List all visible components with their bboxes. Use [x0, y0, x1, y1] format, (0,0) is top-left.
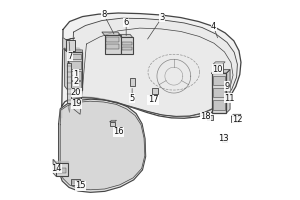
- Bar: [152, 88, 158, 94]
- Text: 2: 2: [74, 77, 79, 86]
- Text: 14: 14: [51, 164, 62, 173]
- Bar: [213, 100, 226, 110]
- Text: 18: 18: [200, 112, 211, 121]
- Text: 13: 13: [218, 134, 228, 143]
- Polygon shape: [53, 159, 56, 176]
- Text: 20: 20: [71, 88, 81, 97]
- Text: 10: 10: [212, 65, 223, 74]
- Bar: [68, 52, 83, 90]
- Polygon shape: [60, 101, 145, 190]
- Polygon shape: [63, 37, 66, 51]
- Text: 7: 7: [68, 52, 73, 61]
- Text: 3: 3: [159, 13, 165, 22]
- Text: 12: 12: [232, 115, 243, 124]
- Text: 1: 1: [74, 70, 79, 79]
- Bar: [213, 76, 226, 85]
- Text: 9: 9: [224, 82, 230, 91]
- Bar: [69, 71, 82, 80]
- Text: 11: 11: [224, 94, 235, 103]
- Polygon shape: [68, 18, 237, 116]
- Text: 19: 19: [71, 99, 81, 108]
- Bar: [66, 40, 74, 51]
- Bar: [105, 35, 121, 54]
- Bar: [213, 88, 226, 97]
- Bar: [58, 168, 66, 173]
- Bar: [69, 61, 82, 69]
- Bar: [56, 163, 68, 176]
- Text: 5: 5: [130, 94, 135, 103]
- Text: 6: 6: [124, 18, 129, 27]
- Polygon shape: [110, 120, 116, 122]
- Polygon shape: [58, 99, 146, 192]
- Bar: [110, 122, 115, 126]
- Bar: [130, 78, 135, 86]
- Bar: [212, 73, 226, 113]
- Text: 17: 17: [148, 95, 158, 104]
- Text: 16: 16: [113, 127, 124, 136]
- Polygon shape: [102, 32, 121, 35]
- Polygon shape: [53, 159, 68, 163]
- Bar: [207, 115, 213, 120]
- Bar: [70, 179, 80, 185]
- Text: 15: 15: [75, 181, 85, 190]
- Polygon shape: [66, 38, 74, 40]
- Bar: [213, 64, 223, 73]
- Polygon shape: [213, 62, 225, 64]
- Polygon shape: [226, 70, 230, 113]
- Bar: [122, 42, 132, 45]
- Bar: [67, 63, 71, 103]
- Text: 8: 8: [101, 10, 106, 19]
- Polygon shape: [212, 70, 230, 73]
- Bar: [222, 134, 227, 142]
- Bar: [106, 37, 119, 42]
- Polygon shape: [118, 34, 133, 37]
- Polygon shape: [64, 48, 68, 90]
- Polygon shape: [231, 114, 241, 116]
- Bar: [69, 81, 82, 89]
- Bar: [69, 54, 82, 59]
- Polygon shape: [64, 48, 82, 52]
- Bar: [231, 116, 239, 122]
- Bar: [122, 47, 132, 50]
- Bar: [121, 37, 133, 54]
- Text: 4: 4: [211, 22, 216, 31]
- Polygon shape: [61, 13, 241, 118]
- Bar: [106, 44, 119, 49]
